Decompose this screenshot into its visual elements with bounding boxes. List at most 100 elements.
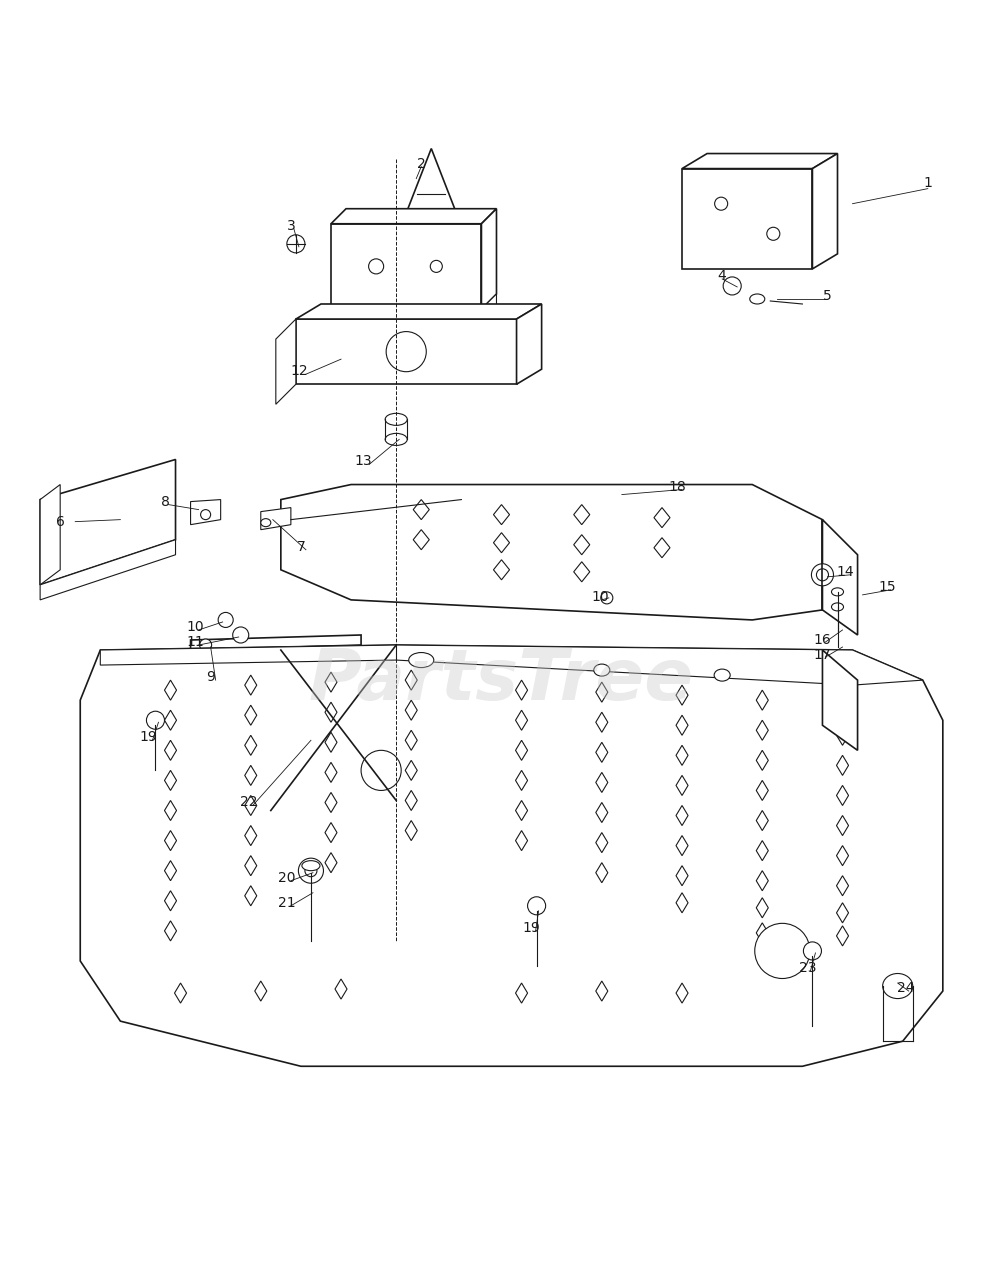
Polygon shape <box>595 742 607 763</box>
Polygon shape <box>164 920 176 941</box>
Polygon shape <box>836 925 848 946</box>
Polygon shape <box>675 685 687 705</box>
Polygon shape <box>675 745 687 765</box>
Polygon shape <box>164 740 176 760</box>
Polygon shape <box>756 690 768 710</box>
Polygon shape <box>595 772 607 792</box>
Polygon shape <box>516 303 541 384</box>
Text: 16: 16 <box>813 634 831 646</box>
Ellipse shape <box>287 234 305 253</box>
Text: 8: 8 <box>161 494 169 508</box>
Polygon shape <box>515 800 527 820</box>
Polygon shape <box>515 680 527 700</box>
Ellipse shape <box>722 276 740 294</box>
Polygon shape <box>836 755 848 776</box>
Text: 21: 21 <box>278 896 296 910</box>
Text: 7: 7 <box>297 540 305 554</box>
Text: 13: 13 <box>354 454 372 468</box>
Polygon shape <box>756 841 768 860</box>
Ellipse shape <box>386 332 426 371</box>
Polygon shape <box>413 499 429 520</box>
Polygon shape <box>595 803 607 823</box>
Polygon shape <box>261 508 291 530</box>
Polygon shape <box>675 716 687 735</box>
Ellipse shape <box>408 653 433 668</box>
Text: 20: 20 <box>278 870 296 884</box>
Polygon shape <box>405 700 417 721</box>
Polygon shape <box>675 865 687 886</box>
Polygon shape <box>325 703 337 722</box>
Text: 9: 9 <box>206 671 214 684</box>
Text: 12: 12 <box>290 365 308 378</box>
Polygon shape <box>595 980 607 1001</box>
Polygon shape <box>515 710 527 731</box>
Ellipse shape <box>385 413 407 425</box>
Polygon shape <box>331 209 496 224</box>
Ellipse shape <box>713 197 727 210</box>
Text: 17: 17 <box>813 648 831 662</box>
Polygon shape <box>325 732 337 753</box>
Text: 10: 10 <box>590 590 608 604</box>
Ellipse shape <box>882 974 912 998</box>
Text: PartsTree: PartsTree <box>309 645 693 714</box>
Polygon shape <box>325 763 337 782</box>
Polygon shape <box>164 860 176 881</box>
Polygon shape <box>756 750 768 771</box>
Polygon shape <box>756 897 768 918</box>
Polygon shape <box>836 876 848 896</box>
Polygon shape <box>836 726 848 745</box>
Polygon shape <box>325 852 337 873</box>
Ellipse shape <box>361 750 401 791</box>
Polygon shape <box>515 771 527 791</box>
Polygon shape <box>244 855 257 876</box>
Polygon shape <box>244 735 257 755</box>
Polygon shape <box>80 645 942 1066</box>
Ellipse shape <box>146 712 164 730</box>
Polygon shape <box>396 148 466 239</box>
Polygon shape <box>836 846 848 865</box>
Polygon shape <box>40 460 175 585</box>
Polygon shape <box>325 823 337 842</box>
Polygon shape <box>40 485 60 585</box>
Polygon shape <box>493 532 509 553</box>
Polygon shape <box>164 710 176 731</box>
Ellipse shape <box>831 603 843 611</box>
Polygon shape <box>164 831 176 851</box>
Ellipse shape <box>305 865 317 877</box>
Text: 15: 15 <box>878 580 896 594</box>
Ellipse shape <box>811 563 833 586</box>
Ellipse shape <box>755 923 810 978</box>
Ellipse shape <box>302 860 320 870</box>
Polygon shape <box>331 224 481 308</box>
Text: 14: 14 <box>836 564 854 579</box>
Polygon shape <box>281 485 822 620</box>
Ellipse shape <box>748 294 765 303</box>
Polygon shape <box>405 731 417 750</box>
Polygon shape <box>493 504 509 525</box>
Polygon shape <box>244 886 257 906</box>
Polygon shape <box>325 792 337 813</box>
Polygon shape <box>653 508 669 527</box>
Polygon shape <box>174 983 186 1004</box>
Polygon shape <box>756 870 768 891</box>
Polygon shape <box>325 672 337 692</box>
Polygon shape <box>515 740 527 760</box>
Ellipse shape <box>200 509 210 520</box>
Polygon shape <box>681 169 812 269</box>
Polygon shape <box>100 645 922 685</box>
Polygon shape <box>836 695 848 716</box>
Polygon shape <box>822 520 857 635</box>
Text: 10: 10 <box>186 620 204 634</box>
Polygon shape <box>276 319 296 404</box>
Text: 18: 18 <box>667 480 685 494</box>
Polygon shape <box>481 294 496 334</box>
Polygon shape <box>756 923 768 943</box>
Polygon shape <box>756 810 768 831</box>
Polygon shape <box>756 781 768 800</box>
Polygon shape <box>653 538 669 558</box>
Ellipse shape <box>593 664 609 676</box>
Polygon shape <box>405 820 417 841</box>
Polygon shape <box>164 680 176 700</box>
Polygon shape <box>296 303 541 319</box>
Polygon shape <box>405 671 417 690</box>
